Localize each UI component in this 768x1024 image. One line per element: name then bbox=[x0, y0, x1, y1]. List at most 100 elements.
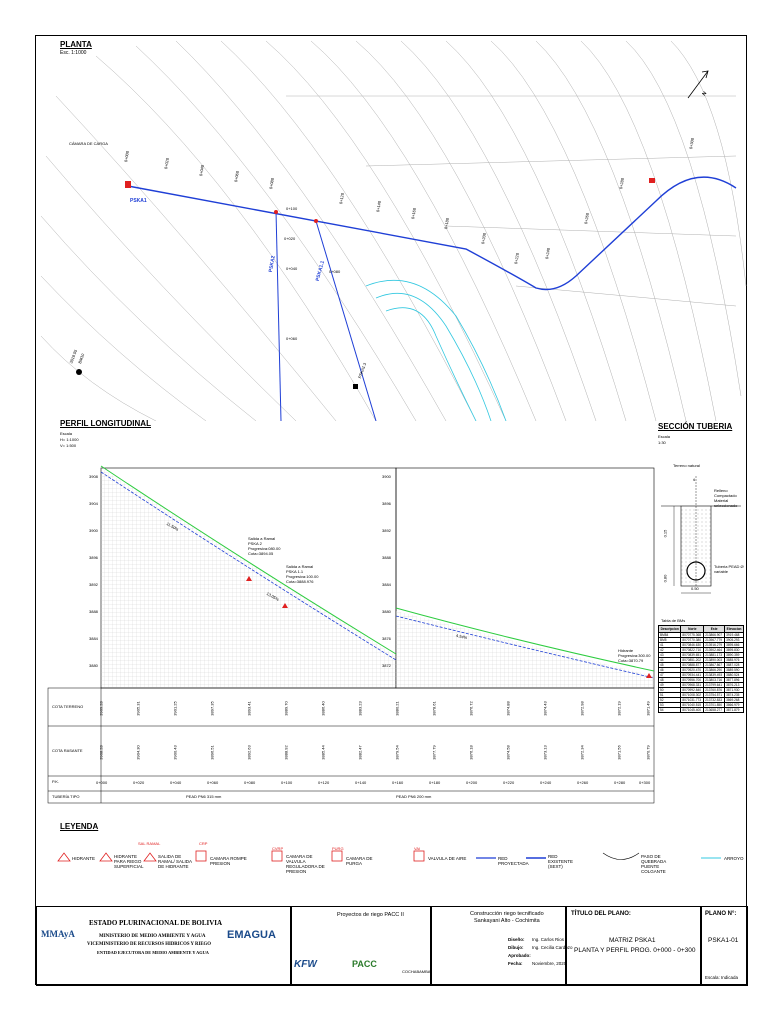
section-relleno: Relleno Compactado Material seleccionado bbox=[714, 488, 738, 508]
y-tick: 3892 bbox=[382, 528, 391, 533]
bm-cell: 8070822.710 bbox=[680, 647, 705, 653]
pk-value: 0+260 bbox=[577, 780, 589, 785]
branch-station: 0+080 bbox=[329, 269, 341, 274]
north-arrow-icon bbox=[687, 70, 709, 99]
tb-plano-cell: PLANO N°: PSKA1-01 Escala: Indicada bbox=[701, 906, 748, 986]
terreno-value: 3880.21 bbox=[394, 701, 400, 716]
camara-carga-marker bbox=[125, 181, 131, 188]
section-dim1: 0.15 bbox=[662, 529, 668, 538]
profile-hatch-right bbox=[396, 611, 654, 688]
plan-view bbox=[40, 40, 747, 421]
terrain-line-left bbox=[100, 465, 397, 655]
pk-value: 0+060 bbox=[207, 780, 219, 785]
terreno-value: 3878.61 bbox=[431, 701, 437, 716]
rasante-value: 3885.44 bbox=[320, 745, 326, 760]
sal-ramal-pska11-marker bbox=[314, 219, 318, 223]
profile-v-scale: V= 1:500 bbox=[60, 443, 77, 448]
legend-label: VALVULA DE AIRE bbox=[428, 856, 467, 861]
bm-cell: 8070846.630 bbox=[680, 642, 705, 648]
sal-ramal-icon bbox=[143, 852, 157, 862]
terreno-value: 3874.88 bbox=[505, 701, 511, 716]
pska11-profile-marker bbox=[282, 603, 288, 608]
legend-label: PASO DE QUEBRADA PUENTE COLGANTE bbox=[641, 854, 667, 874]
bm-cell: 213803.716 bbox=[703, 677, 726, 683]
creek-lines bbox=[365, 279, 507, 421]
pacc-logo: PACC bbox=[352, 959, 377, 969]
hidrante-marker bbox=[649, 178, 655, 183]
section-cl: ¢ bbox=[693, 477, 696, 482]
bm-cell: 213866.290 bbox=[703, 667, 726, 673]
tb-titulo-label: TÍTULO DEL PLANO: bbox=[571, 911, 631, 917]
cvrp-icon bbox=[271, 850, 283, 862]
tb-label-fecha: Fecha: bbox=[508, 961, 523, 966]
bm-cell: 213754.571 bbox=[703, 692, 726, 698]
section-title: SECCIÓN TUBERIA bbox=[658, 422, 733, 431]
hidrante-icon bbox=[57, 852, 71, 862]
row-pk-label: P.K. bbox=[52, 779, 60, 784]
rasante-value: 3892.63 bbox=[246, 745, 252, 760]
note-hidrante: Hidrante Progresiva:300.00 Cota=3870.79 bbox=[618, 648, 650, 663]
tb-proyectos: Proyectos de riego PACC II bbox=[337, 912, 404, 918]
purga-icon bbox=[331, 850, 343, 862]
branch-pipes bbox=[275, 210, 377, 421]
bm-cell: 8070920.470 bbox=[680, 667, 705, 673]
note-cota: Cota=3870.79 bbox=[618, 658, 644, 663]
tb-state: ESTADO PLURINACIONAL DE BOLIVIA bbox=[89, 919, 223, 927]
bm-table-header: Descripcion Norte Este Elevacion bbox=[657, 625, 744, 633]
note-prog: Progresiva:100.00 bbox=[286, 574, 319, 579]
y-tick: 3904 bbox=[89, 501, 98, 506]
y-tick: 3888 bbox=[89, 609, 98, 614]
section-drawing bbox=[661, 476, 741, 594]
rasante-value: 3882.47 bbox=[357, 745, 363, 760]
main-pipe bbox=[127, 176, 737, 291]
terreno-value: 3871.49 bbox=[645, 701, 651, 716]
section-dim2: 0.80 bbox=[662, 574, 668, 583]
bm-cell: 8071008.302 bbox=[680, 692, 705, 698]
note-pska2: Salida a Ramal PSKA 2 Progresiva:080.00 … bbox=[248, 536, 280, 556]
pska1-label: PSKA1 bbox=[130, 198, 147, 204]
pk-value: 0+220 bbox=[503, 780, 515, 785]
section-scale-label: Escala bbox=[658, 434, 671, 439]
section-scale: 1:30 bbox=[658, 440, 666, 445]
rasante-value: 3896.51 bbox=[209, 745, 215, 760]
tb-ministry: MINISTERIO DE MEDIO AMBIENTE Y AGUA bbox=[99, 934, 206, 939]
tb-project: Construcción riego tecnificado bbox=[470, 911, 544, 917]
hidrante-profile-marker bbox=[646, 673, 652, 678]
pk-value: 0+200 bbox=[466, 780, 478, 785]
tb-plano-label: PLANO N°: bbox=[705, 911, 737, 917]
plan-station: 0+100 bbox=[286, 206, 298, 211]
note-title: Salida a Ramal bbox=[286, 564, 314, 569]
y-tick: 3880 bbox=[382, 609, 391, 614]
bm-table-row: 44 8070851.202 213890.003 3885.976 bbox=[657, 657, 744, 663]
note-prog: Progresiva:300.00 bbox=[618, 653, 651, 658]
y-tick: 3900 bbox=[382, 474, 391, 479]
tb-title-cell: TÍTULO DEL PLANO: MATRIZ PSKA1 PLANTA Y … bbox=[566, 906, 701, 986]
tb-vice: VICEMINISTERIO DE RECURSOS HIDRICOS Y RI… bbox=[87, 942, 211, 947]
terreno-value: 3909.28 bbox=[98, 701, 104, 716]
bm-cell: 8070992.840 bbox=[680, 687, 705, 693]
row-rasante-label: COTA RASANTE bbox=[52, 748, 83, 753]
note-cota: Cota=3894.05 bbox=[248, 551, 274, 556]
legend-code: SAL RAMAL bbox=[138, 841, 161, 846]
legend-code: PURG bbox=[332, 846, 344, 851]
row-terreno-label: COTA TERRENO bbox=[52, 704, 84, 709]
plan-title: PLANTA bbox=[60, 40, 92, 49]
pk-value: 0+300 bbox=[639, 780, 651, 785]
profile-h-scale: H= 1:1000 bbox=[60, 437, 79, 442]
y-tick: 3888 bbox=[382, 555, 391, 560]
tb-proyectos-cell: Proyectos de riego PACC II KFW PACC COCH… bbox=[291, 906, 431, 986]
bm-cell: 213890.003 bbox=[703, 657, 726, 663]
terreno-value: 3883.23 bbox=[357, 701, 363, 716]
y-tick: 3876 bbox=[382, 636, 391, 641]
bm-cell: 8071031.773 bbox=[680, 697, 705, 703]
terreno-value: 3889.70 bbox=[283, 701, 289, 716]
y-tick: 3908 bbox=[89, 474, 98, 479]
terreno-value: 3886.40 bbox=[320, 701, 326, 716]
crp-icon bbox=[195, 850, 207, 862]
camara-carga-label: CÁMARA DE CARGA bbox=[69, 141, 108, 146]
y-tick: 3900 bbox=[89, 528, 98, 533]
bm-header: Descripcion bbox=[657, 625, 682, 633]
pska2-profile-marker bbox=[246, 576, 252, 581]
pk-value: 0+280 bbox=[614, 780, 626, 785]
legend-label: CAMARA DE VALVULA REGULADORA DE PRESION bbox=[286, 854, 325, 874]
